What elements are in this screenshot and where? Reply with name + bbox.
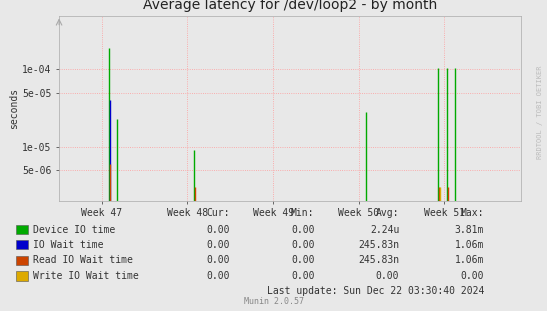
Text: Device IO time: Device IO time xyxy=(33,225,115,234)
Text: 1.06m: 1.06m xyxy=(455,255,484,265)
Text: Max:: Max: xyxy=(461,208,484,218)
Text: Cur:: Cur: xyxy=(206,208,230,218)
Text: Write IO Wait time: Write IO Wait time xyxy=(33,271,138,281)
Text: 0.00: 0.00 xyxy=(291,240,315,250)
Text: Min:: Min: xyxy=(291,208,315,218)
Text: 0.00: 0.00 xyxy=(206,240,230,250)
Text: Last update: Sun Dec 22 03:30:40 2024: Last update: Sun Dec 22 03:30:40 2024 xyxy=(267,286,484,296)
Text: 0.00: 0.00 xyxy=(291,225,315,234)
Text: 0.00: 0.00 xyxy=(461,271,484,281)
Text: RRDTOOL / TOBI OETIKER: RRDTOOL / TOBI OETIKER xyxy=(537,65,543,159)
Text: 0.00: 0.00 xyxy=(206,225,230,234)
Text: 0.00: 0.00 xyxy=(291,271,315,281)
Text: 3.81m: 3.81m xyxy=(455,225,484,234)
Title: Average latency for /dev/loop2 - by month: Average latency for /dev/loop2 - by mont… xyxy=(143,0,437,12)
Text: Munin 2.0.57: Munin 2.0.57 xyxy=(243,297,304,306)
Y-axis label: seconds: seconds xyxy=(9,87,19,129)
Text: 245.83n: 245.83n xyxy=(358,255,399,265)
Text: Read IO Wait time: Read IO Wait time xyxy=(33,255,133,265)
Text: 0.00: 0.00 xyxy=(206,255,230,265)
Text: IO Wait time: IO Wait time xyxy=(33,240,103,250)
Text: 1.06m: 1.06m xyxy=(455,240,484,250)
Text: 0.00: 0.00 xyxy=(376,271,399,281)
Text: Avg:: Avg: xyxy=(376,208,399,218)
Text: 2.24u: 2.24u xyxy=(370,225,399,234)
Text: 0.00: 0.00 xyxy=(206,271,230,281)
Text: 0.00: 0.00 xyxy=(291,255,315,265)
Text: 245.83n: 245.83n xyxy=(358,240,399,250)
